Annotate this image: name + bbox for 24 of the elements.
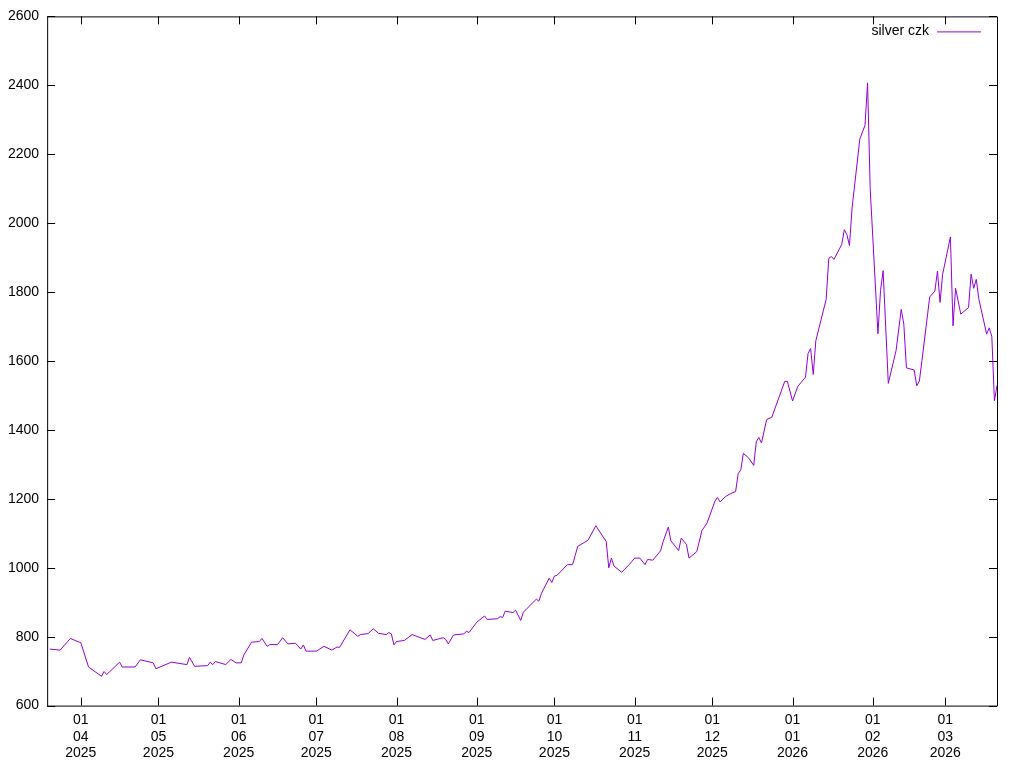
x-tick-label: 01 09 2025 [461, 710, 493, 761]
x-tick-label: 01 06 2025 [223, 710, 255, 761]
x-tick-label: 01 05 2025 [142, 710, 175, 761]
y-tick-label: 1400 [7, 420, 40, 437]
y-tick-label: 800 [15, 627, 40, 644]
x-tick-label: 01 04 2025 [65, 710, 97, 761]
x-tick-label: 01 07 2025 [300, 710, 333, 761]
y-tick-label: 1600 [7, 351, 40, 368]
x-tick-label: 01 02 2026 [857, 710, 889, 761]
x-tick-label: 01 12 2025 [696, 710, 729, 761]
y-tick-label: 2600 [7, 7, 40, 24]
y-tick-label: 1000 [7, 558, 40, 575]
x-tick-label: 01 08 2025 [380, 710, 413, 761]
legend-label: silver czk [871, 22, 930, 39]
x-tick-label: 01 10 2025 [538, 710, 571, 761]
y-tick-label: 600 [15, 696, 40, 713]
y-tick-label: 2200 [7, 145, 40, 162]
y-tick-label: 1200 [7, 489, 40, 506]
x-tick-label: 01 01 2026 [776, 710, 809, 761]
x-tick-label: 01 03 2026 [929, 710, 962, 761]
y-tick-label: 2000 [7, 214, 40, 231]
y-tick-label: 1800 [7, 282, 40, 299]
x-tick-label: 01 11 2025 [619, 710, 651, 761]
y-tick-label: 2400 [7, 76, 40, 93]
